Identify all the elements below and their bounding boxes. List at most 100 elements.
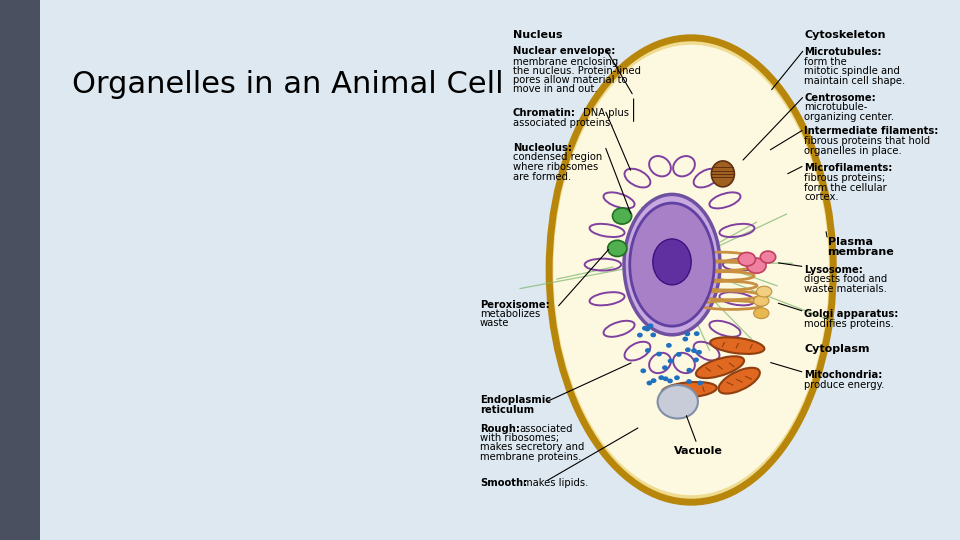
- Text: organizing center.: organizing center.: [804, 112, 895, 122]
- Ellipse shape: [760, 251, 776, 263]
- Text: organelles in place.: organelles in place.: [804, 146, 902, 156]
- Text: Microtubules:: Microtubules:: [804, 47, 882, 57]
- Text: membrane: membrane: [828, 247, 895, 257]
- Text: are formed.: are formed.: [513, 172, 571, 182]
- Text: where ribosomes: where ribosomes: [513, 162, 598, 172]
- Text: modifies proteins.: modifies proteins.: [804, 319, 894, 329]
- Ellipse shape: [684, 332, 690, 336]
- Ellipse shape: [666, 343, 672, 348]
- Ellipse shape: [697, 381, 703, 386]
- Ellipse shape: [644, 327, 650, 332]
- Text: Rough:: Rough:: [480, 424, 520, 434]
- Ellipse shape: [653, 239, 691, 285]
- Text: Plasma: Plasma: [828, 237, 873, 247]
- Text: microtubule-: microtubule-: [804, 102, 868, 112]
- Text: Lysosome:: Lysosome:: [804, 265, 863, 275]
- Text: Nucleolus:: Nucleolus:: [513, 143, 571, 153]
- Ellipse shape: [608, 240, 627, 256]
- Ellipse shape: [553, 45, 829, 495]
- Ellipse shape: [651, 378, 657, 383]
- Text: Endoplasmic: Endoplasmic: [480, 395, 551, 406]
- Ellipse shape: [691, 348, 697, 353]
- Text: Vacuole: Vacuole: [674, 446, 723, 456]
- Text: cortex.: cortex.: [804, 192, 839, 202]
- Text: Mitochondria:: Mitochondria:: [804, 370, 883, 380]
- Ellipse shape: [696, 350, 702, 355]
- Ellipse shape: [667, 379, 673, 383]
- Text: move in and out.: move in and out.: [513, 84, 597, 94]
- Ellipse shape: [648, 323, 654, 328]
- Ellipse shape: [640, 368, 646, 373]
- Text: the nucleus. Protein-lined: the nucleus. Protein-lined: [513, 66, 640, 76]
- Text: waste materials.: waste materials.: [804, 284, 887, 294]
- Ellipse shape: [754, 308, 769, 319]
- Bar: [0, 0, 40, 540]
- Text: Chromatin:: Chromatin:: [513, 108, 576, 118]
- Text: Cytoplasm: Cytoplasm: [804, 344, 870, 354]
- Ellipse shape: [738, 252, 756, 266]
- Ellipse shape: [686, 379, 692, 384]
- Ellipse shape: [642, 326, 648, 330]
- Text: pores allow material to: pores allow material to: [513, 75, 627, 85]
- Text: reticulum: reticulum: [480, 405, 534, 415]
- Ellipse shape: [710, 338, 764, 354]
- Text: associated proteins.: associated proteins.: [513, 118, 613, 128]
- Ellipse shape: [656, 352, 661, 356]
- Text: DNA plus: DNA plus: [583, 108, 629, 118]
- Text: fibrous proteins that hold: fibrous proteins that hold: [804, 136, 930, 146]
- Ellipse shape: [685, 347, 691, 352]
- Ellipse shape: [624, 194, 720, 335]
- Ellipse shape: [646, 381, 652, 386]
- Text: Peroxisome:: Peroxisome:: [480, 300, 550, 310]
- Text: Nuclear envelope:: Nuclear envelope:: [513, 46, 615, 56]
- Ellipse shape: [549, 38, 833, 502]
- Text: metabolizes: metabolizes: [480, 309, 540, 319]
- Text: condensed region: condensed region: [513, 152, 602, 163]
- Ellipse shape: [612, 208, 632, 224]
- Text: mitotic spindle and: mitotic spindle and: [804, 66, 900, 77]
- Ellipse shape: [645, 348, 651, 353]
- Ellipse shape: [637, 333, 643, 338]
- Text: Centrosome:: Centrosome:: [804, 93, 876, 103]
- Ellipse shape: [667, 359, 673, 363]
- Ellipse shape: [754, 295, 769, 306]
- Text: Intermediate filaments:: Intermediate filaments:: [804, 126, 939, 137]
- Text: form the cellular: form the cellular: [804, 183, 887, 193]
- Ellipse shape: [747, 258, 766, 273]
- Text: makes lipids.: makes lipids.: [523, 478, 588, 488]
- Ellipse shape: [662, 365, 668, 370]
- Text: membrane proteins.: membrane proteins.: [480, 452, 582, 462]
- Ellipse shape: [696, 356, 744, 378]
- Text: with ribosomes;: with ribosomes;: [480, 433, 559, 443]
- Text: associated: associated: [519, 424, 573, 434]
- Ellipse shape: [676, 352, 682, 357]
- Ellipse shape: [661, 382, 717, 398]
- Text: Organelles in an Animal Cell: Organelles in an Animal Cell: [72, 70, 504, 99]
- Text: produce energy.: produce energy.: [804, 380, 885, 390]
- Ellipse shape: [630, 203, 714, 326]
- Text: waste: waste: [480, 318, 510, 328]
- Ellipse shape: [718, 368, 760, 394]
- Text: membrane enclosing: membrane enclosing: [513, 57, 618, 67]
- Text: Microfilaments:: Microfilaments:: [804, 163, 893, 173]
- Text: Golgi apparatus:: Golgi apparatus:: [804, 309, 899, 319]
- Ellipse shape: [662, 376, 668, 381]
- Ellipse shape: [659, 375, 664, 380]
- Ellipse shape: [674, 375, 680, 380]
- Ellipse shape: [756, 286, 772, 297]
- Text: Smooth:: Smooth:: [480, 478, 527, 488]
- Text: form the: form the: [804, 57, 848, 67]
- Text: digests food and: digests food and: [804, 274, 888, 285]
- Text: Cytoskeleton: Cytoskeleton: [804, 30, 886, 40]
- Ellipse shape: [686, 368, 692, 373]
- Ellipse shape: [711, 161, 734, 187]
- Text: makes secretory and: makes secretory and: [480, 442, 585, 453]
- Ellipse shape: [694, 331, 700, 336]
- Ellipse shape: [650, 333, 656, 338]
- Text: fibrous proteins;: fibrous proteins;: [804, 173, 886, 183]
- Ellipse shape: [683, 336, 688, 341]
- Ellipse shape: [693, 357, 699, 362]
- Ellipse shape: [658, 385, 698, 418]
- Text: Nucleus: Nucleus: [513, 30, 563, 40]
- Text: maintain cell shape.: maintain cell shape.: [804, 76, 905, 86]
